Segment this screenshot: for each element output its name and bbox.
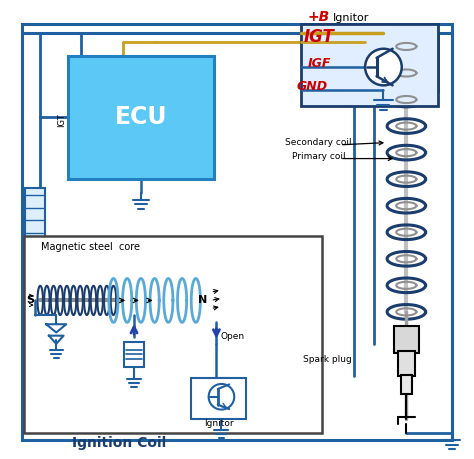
Circle shape — [365, 49, 402, 85]
Text: S: S — [26, 296, 34, 305]
Text: Secondary coil: Secondary coil — [285, 138, 352, 147]
Text: Magnetic steel  core: Magnetic steel core — [41, 242, 140, 252]
Text: IGT: IGT — [303, 28, 334, 46]
Text: IGT: IGT — [58, 113, 67, 127]
Text: Spark plug: Spark plug — [303, 355, 352, 364]
Bar — [301, 23, 438, 106]
Bar — [25, 188, 45, 252]
Text: IGF: IGF — [308, 57, 331, 70]
Text: Open: Open — [221, 332, 245, 341]
Bar — [398, 351, 415, 376]
Bar — [24, 236, 322, 433]
Bar — [124, 341, 144, 367]
Text: +B: +B — [308, 10, 330, 24]
Text: Ignition Coil: Ignition Coil — [72, 436, 166, 450]
Bar — [68, 56, 214, 179]
Text: N: N — [198, 296, 207, 305]
Text: Ignitor: Ignitor — [333, 13, 369, 23]
Text: Ignitor: Ignitor — [204, 419, 234, 428]
Circle shape — [209, 384, 234, 409]
Text: GND: GND — [297, 80, 328, 93]
Bar — [401, 375, 412, 394]
Bar — [191, 378, 246, 420]
Text: ECU: ECU — [115, 106, 167, 129]
Bar — [393, 325, 419, 353]
Text: Primary coil: Primary coil — [292, 151, 346, 161]
